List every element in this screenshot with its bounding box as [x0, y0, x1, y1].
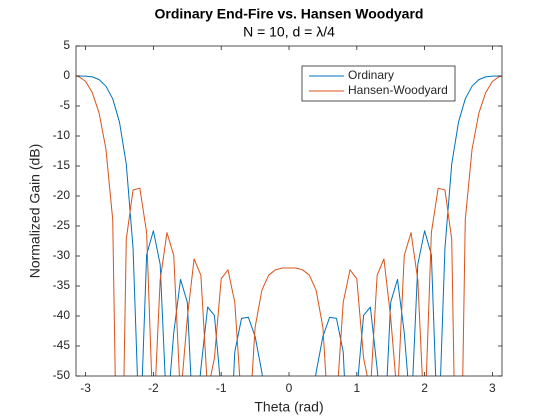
legend-label: Hansen-Woodyard [348, 83, 448, 97]
y-tick-label: -5 [59, 98, 70, 112]
y-tick-label: -35 [53, 278, 71, 292]
legend-box [301, 65, 456, 102]
x-tick-label: -3 [80, 381, 91, 395]
y-tick-label: -50 [53, 368, 71, 382]
chart-subtitle: N = 10, d = λ/4 [243, 24, 335, 40]
chart-title: Ordinary End-Fire vs. Hansen Woodyard [155, 6, 424, 22]
x-tick-label: 2 [421, 381, 428, 395]
x-axis-label: Theta (rad) [254, 399, 323, 415]
series-line [76, 75, 502, 376]
x-tick-label: 0 [286, 381, 293, 395]
x-tick-label: -1 [216, 381, 227, 395]
y-tick-label: -40 [53, 308, 71, 322]
x-tick-label: 1 [353, 381, 360, 395]
y-tick-label: -15 [53, 158, 71, 172]
y-tick-label: -45 [53, 338, 71, 352]
y-tick-label: -20 [53, 188, 71, 202]
y-tick-label: -25 [53, 218, 71, 232]
y-axis-label: Normalized Gain (dB) [27, 144, 43, 279]
y-tick-label: 5 [63, 38, 70, 52]
series-line [76, 75, 502, 376]
y-tick-label: -30 [53, 248, 71, 262]
y-tick-label: -10 [53, 128, 71, 142]
x-tick-label: 3 [489, 381, 496, 395]
legend-label: Ordinary [348, 68, 394, 82]
lines [76, 75, 502, 376]
y-tick-label: 0 [63, 68, 70, 82]
x-tick-label: -2 [148, 381, 159, 395]
